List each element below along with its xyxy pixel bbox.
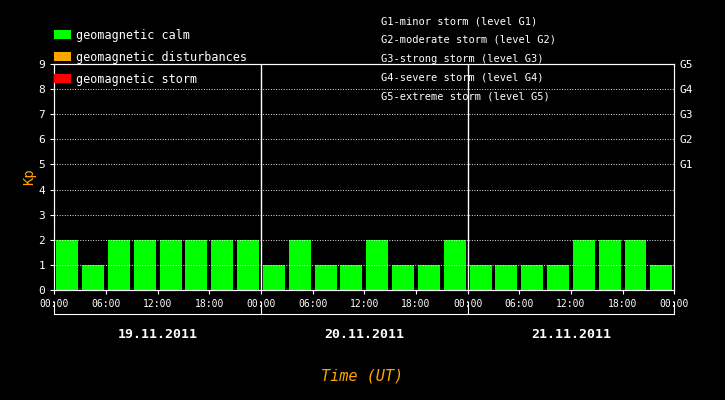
Text: geomagnetic calm: geomagnetic calm <box>76 30 191 42</box>
Text: 20.11.2011: 20.11.2011 <box>324 328 405 340</box>
Bar <box>547 265 569 290</box>
Text: geomagnetic disturbances: geomagnetic disturbances <box>76 52 247 64</box>
Bar <box>289 240 311 290</box>
Bar <box>57 240 78 290</box>
Text: 21.11.2011: 21.11.2011 <box>531 328 611 340</box>
Bar <box>573 240 594 290</box>
Bar <box>392 265 414 290</box>
Bar <box>366 240 388 290</box>
Bar <box>186 240 207 290</box>
Text: G4-severe storm (level G4): G4-severe storm (level G4) <box>381 72 543 82</box>
Bar <box>418 265 440 290</box>
Text: G5-extreme storm (level G5): G5-extreme storm (level G5) <box>381 91 550 101</box>
Bar <box>315 265 336 290</box>
Text: G1-minor storm (level G1): G1-minor storm (level G1) <box>381 16 537 26</box>
Bar <box>263 265 285 290</box>
Text: geomagnetic storm: geomagnetic storm <box>76 74 197 86</box>
Text: G2-moderate storm (level G2): G2-moderate storm (level G2) <box>381 35 555 45</box>
Bar <box>211 240 233 290</box>
Bar <box>160 240 181 290</box>
Bar <box>444 240 465 290</box>
Bar <box>650 265 672 290</box>
Bar <box>599 240 621 290</box>
Bar <box>521 265 543 290</box>
Bar <box>470 265 492 290</box>
Bar <box>495 265 518 290</box>
Bar <box>237 240 259 290</box>
Text: Time (UT): Time (UT) <box>321 368 404 384</box>
Bar <box>108 240 130 290</box>
Text: 19.11.2011: 19.11.2011 <box>117 328 198 340</box>
Bar <box>82 265 104 290</box>
Bar <box>624 240 647 290</box>
Text: G3-strong storm (level G3): G3-strong storm (level G3) <box>381 54 543 64</box>
Y-axis label: Kp: Kp <box>22 169 36 185</box>
Bar <box>341 265 362 290</box>
Bar <box>134 240 156 290</box>
